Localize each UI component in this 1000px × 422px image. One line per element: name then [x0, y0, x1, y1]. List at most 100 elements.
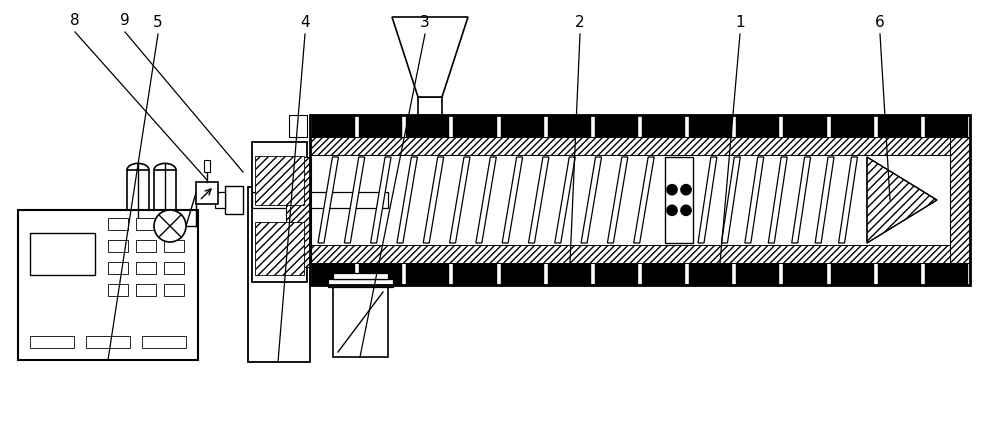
Bar	[950, 137, 970, 263]
Bar	[136, 262, 156, 274]
Bar	[310, 245, 970, 263]
Bar	[359, 263, 402, 285]
Bar	[142, 336, 186, 348]
Bar	[878, 263, 921, 285]
Bar	[108, 284, 128, 296]
Bar	[783, 263, 827, 285]
Bar	[164, 240, 184, 252]
Polygon shape	[792, 157, 811, 243]
Polygon shape	[344, 157, 365, 243]
Bar	[665, 157, 693, 243]
Text: 6: 6	[875, 15, 885, 30]
Bar	[310, 115, 970, 285]
Bar	[108, 218, 128, 230]
Circle shape	[154, 210, 186, 242]
Bar	[18, 210, 198, 360]
Text: 5: 5	[153, 15, 163, 30]
Bar	[30, 233, 95, 275]
Polygon shape	[318, 157, 338, 243]
Polygon shape	[745, 157, 764, 243]
Polygon shape	[721, 157, 740, 243]
Polygon shape	[581, 157, 602, 243]
Polygon shape	[371, 157, 391, 243]
Bar	[418, 97, 442, 115]
Bar	[164, 218, 184, 230]
Bar	[136, 218, 156, 230]
Polygon shape	[839, 157, 857, 243]
Bar	[831, 263, 874, 285]
Bar	[252, 142, 307, 282]
Bar	[196, 182, 218, 204]
Bar	[595, 115, 638, 137]
Text: 3: 3	[420, 15, 430, 30]
Text: 4: 4	[300, 15, 310, 30]
Bar	[501, 115, 544, 137]
Text: 2: 2	[575, 15, 585, 30]
Bar	[108, 240, 128, 252]
Text: 9: 9	[120, 13, 130, 28]
Bar	[642, 263, 685, 285]
Bar	[136, 240, 156, 252]
Bar	[154, 170, 176, 232]
Bar	[225, 186, 243, 214]
Bar	[204, 160, 210, 172]
Bar	[310, 137, 970, 155]
Bar	[736, 115, 779, 137]
Bar	[108, 262, 128, 274]
Bar	[406, 263, 449, 285]
Polygon shape	[397, 157, 417, 243]
Bar	[501, 263, 544, 285]
Bar	[736, 263, 779, 285]
Polygon shape	[867, 157, 937, 243]
Bar	[312, 115, 355, 137]
Bar	[333, 273, 388, 279]
Bar	[289, 115, 307, 137]
Text: 1: 1	[735, 15, 745, 30]
Bar	[86, 336, 130, 348]
Bar	[595, 263, 638, 285]
Bar	[406, 115, 449, 137]
Bar	[453, 115, 497, 137]
Bar	[453, 263, 497, 285]
Bar	[215, 192, 225, 208]
Bar	[127, 170, 149, 240]
Bar	[252, 192, 388, 208]
Polygon shape	[476, 157, 496, 243]
Bar	[312, 263, 355, 285]
Bar	[548, 263, 591, 285]
Polygon shape	[607, 157, 628, 243]
Polygon shape	[502, 157, 523, 243]
Bar	[328, 279, 393, 287]
Bar	[689, 115, 732, 137]
Bar	[164, 284, 184, 296]
Bar	[548, 115, 591, 137]
Bar	[925, 115, 968, 137]
Bar	[359, 115, 402, 137]
Bar	[255, 222, 304, 275]
Bar	[831, 115, 874, 137]
Polygon shape	[450, 157, 470, 243]
Bar	[255, 156, 304, 205]
Text: 8: 8	[70, 13, 80, 28]
Polygon shape	[555, 157, 575, 243]
Polygon shape	[423, 157, 444, 243]
Polygon shape	[634, 157, 654, 243]
Bar	[248, 187, 310, 362]
Polygon shape	[815, 157, 834, 243]
Circle shape	[681, 185, 691, 195]
Bar	[164, 262, 184, 274]
Bar	[136, 284, 156, 296]
Circle shape	[667, 185, 677, 195]
Bar	[642, 115, 685, 137]
Bar	[286, 157, 311, 267]
Bar	[307, 192, 310, 208]
Bar	[878, 115, 921, 137]
Circle shape	[667, 206, 677, 215]
Bar	[333, 287, 388, 357]
Circle shape	[681, 206, 691, 215]
Bar	[30, 336, 74, 348]
Polygon shape	[698, 157, 717, 243]
Polygon shape	[768, 157, 787, 243]
Bar	[783, 115, 827, 137]
Bar	[689, 263, 732, 285]
